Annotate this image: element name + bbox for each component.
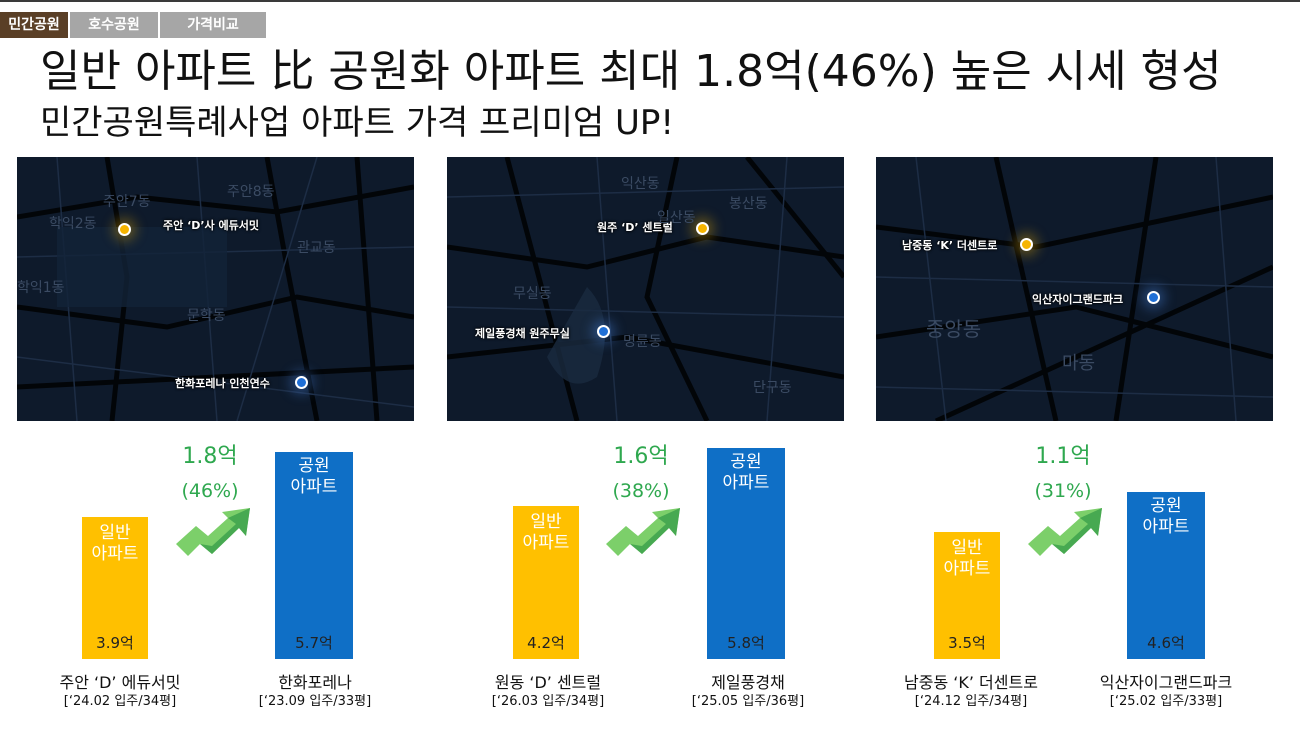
bar-park-apartment: 공원 아파트 4.6억 [1127,491,1205,659]
district-label: 무실동 [513,286,552,302]
map-label-general-2: 원주 ‘D’ 센트럴 [597,221,673,234]
tab-bar: 민간공원 호수공원 가격비교 [0,12,268,38]
district-label: 단구동 [753,380,792,396]
bar-label: 일반 아파트 [91,523,139,565]
district-label: 문학동 [187,308,226,324]
page-subtitle: 민간공원특례사업 아파트 가격 프리미엄 UP! [40,103,675,143]
pin-park-1[interactable] [295,376,308,389]
diff-amount-label: 1.8억 [182,444,238,469]
tab-private-park[interactable]: 민간공원 [0,12,68,38]
bar-value-label: 4.6억 [1147,633,1185,652]
apartment-name: 주안 ‘D’ 에듀서밋 [59,673,181,692]
bar-value-label: 4.2억 [527,633,565,652]
bar-label: 공원 아파트 [290,455,338,497]
map-panel-1: 주안 ‘D’사 에듀서밋 한화포레나 인천연수 주안8동 주안7동 학익2동 학… [17,157,414,421]
district-label: 명륜동 [623,334,662,350]
pin-park-3[interactable] [1147,291,1160,304]
trend-up-arrow-icon [176,508,250,556]
map-label-general-1: 주안 ‘D’사 에듀서밋 [163,219,259,232]
bar-value-label: 5.8억 [727,634,765,652]
trend-up-arrow-icon [1028,508,1102,556]
map-label-park-1: 한화포레나 인천연수 [175,377,270,390]
map-roads-2 [447,157,844,421]
district-label: 학익1동 [17,280,65,296]
trend-up-arrow-icon [606,508,680,556]
diff-percent-label: (46%) [181,480,239,502]
page-title: 일반 아파트 比 공원화 아파트 최대 1.8억(46%) 높은 시세 형성 [40,46,1222,97]
bar-label: 일반 아파트 [943,537,991,579]
diff-percent-label: (31%) [1034,480,1092,502]
bar-general-apartment: 일반 아파트 3.5억 [934,531,1000,659]
map-label-park-2: 제일풍경채 원주무실 [475,327,570,340]
map-panel-3: 남중동 ‘K’ 더센트로 익산자이그랜드파크 중앙동 마동 [876,157,1273,421]
bar-value-label: 5.7억 [295,633,333,652]
diff-amount-label: 1.6억 [613,444,669,469]
map-roads-3 [876,157,1273,421]
pin-general-1[interactable] [118,223,131,236]
district-label: 마동 [1062,353,1096,374]
bar-value-label: 3.9억 [96,633,134,652]
diff-amount-label: 1.1억 [1035,444,1091,469]
apartment-detail: [‘23.09 입주/33평] [258,694,372,709]
apartment-detail: [‘26.03 입주/34평] [491,694,605,709]
district-label: 관교동 [297,240,336,256]
map-label-park-3: 익산자이그랜드파크 [1032,293,1124,306]
apartment-name: 익산자이그랜드파크 [1099,673,1233,692]
district-label: 주안7동 [103,194,151,210]
district-label: 일산동 [657,210,696,226]
apartment-name: 제일풍경채 [711,673,785,692]
apartment-name: 남중동 ‘K’ 더센트로 [904,673,1038,692]
district-label: 봉산동 [729,196,768,212]
bar-label: 일반 아파트 [522,512,570,554]
apartment-name: 한화포레나 [278,673,352,692]
pin-park-2[interactable] [597,325,610,338]
pin-general-2[interactable] [696,222,709,235]
diff-percent-label: (38%) [612,480,670,502]
apartment-detail: [‘24.02 입주/34평] [63,694,177,709]
tab-price-compare[interactable]: 가격비교 [160,12,266,38]
bar-general-apartment: 일반 아파트 4.2억 [513,506,579,659]
bar-general-apartment: 일반 아파트 3.9억 [82,517,148,659]
top-rule [0,0,1300,2]
district-label: 학익2동 [49,216,97,232]
apartment-detail: [‘24.12 입주/34평] [914,694,1028,709]
map-roads-1 [17,157,414,421]
apartment-detail: [‘25.05 입주/36평] [691,694,805,709]
tab-lake-park[interactable]: 호수공원 [70,12,158,38]
bar-value-label: 3.5억 [948,633,986,652]
district-label: 주안8동 [227,184,275,200]
district-label: 중앙동 [926,317,982,341]
apartment-name: 원동 ‘D’ 센트럴 [494,673,602,692]
district-label: 익산동 [621,176,660,192]
bar-park-apartment: 공원 아파트 5.7억 [275,451,353,659]
map-label-general-3: 남중동 ‘K’ 더센트로 [902,239,998,252]
bar-park-apartment: 공원 아파트 5.8억 [707,448,785,659]
pin-general-3[interactable] [1020,238,1033,251]
map-panel-2: 원주 ‘D’ 센트럴 제일풍경채 원주무실 익산동 봉산동 일산동 무실동 명륜… [447,157,844,421]
apartment-detail: [‘25.02 입주/33평] [1109,694,1223,709]
bar-label: 공원 아파트 [722,452,770,493]
bar-label: 공원 아파트 [1142,495,1190,537]
